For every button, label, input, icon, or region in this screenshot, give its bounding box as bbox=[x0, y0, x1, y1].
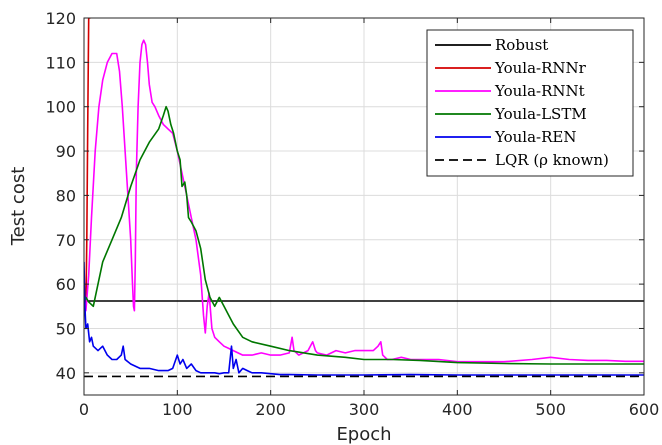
legend-label: Youla-LSTM bbox=[494, 105, 587, 123]
legend-box bbox=[426, 29, 634, 177]
series-line-3 bbox=[84, 105, 644, 365]
y-tick-label: 50 bbox=[56, 319, 76, 338]
x-tick-label: 200 bbox=[255, 400, 286, 419]
legend-label: Youla-RNNt bbox=[494, 82, 585, 100]
y-tick-label: 70 bbox=[56, 231, 76, 250]
x-tick-label: 600 bbox=[629, 400, 660, 419]
y-axis-label: Test cost bbox=[8, 167, 29, 247]
x-axis-label: Epoch bbox=[336, 424, 391, 445]
x-tick-label: 300 bbox=[349, 400, 380, 419]
x-tick-label: 400 bbox=[442, 400, 473, 419]
x-tick-label: 100 bbox=[162, 400, 193, 419]
y-tick-label: 60 bbox=[56, 275, 76, 294]
legend-label: Robust bbox=[495, 36, 548, 54]
y-tick-label: 80 bbox=[56, 186, 76, 205]
series-group bbox=[84, 18, 644, 378]
legend: Robust Youla-RNNr Youla-RNNt Youla-LSTM Youl… bbox=[426, 29, 634, 177]
y-tick-label: 100 bbox=[45, 98, 76, 117]
x-tick-label: 500 bbox=[535, 400, 566, 419]
y-tick-label: 90 bbox=[56, 142, 76, 161]
y-tick-label: 40 bbox=[56, 364, 76, 383]
legend-label: LQR (ρ known) bbox=[495, 151, 609, 169]
legend-label: Youla-RNNr bbox=[494, 59, 587, 77]
legend-label: Youla-REN bbox=[494, 128, 576, 146]
ticks: 0 100 200 300 400 500 600 40 50 60 70 80 90 100 110 120 bbox=[45, 9, 659, 419]
x-tick-label: 0 bbox=[79, 400, 89, 419]
series-line-4 bbox=[84, 261, 644, 376]
y-tick-label: 110 bbox=[45, 53, 76, 72]
y-tick-label: 120 bbox=[45, 9, 76, 28]
